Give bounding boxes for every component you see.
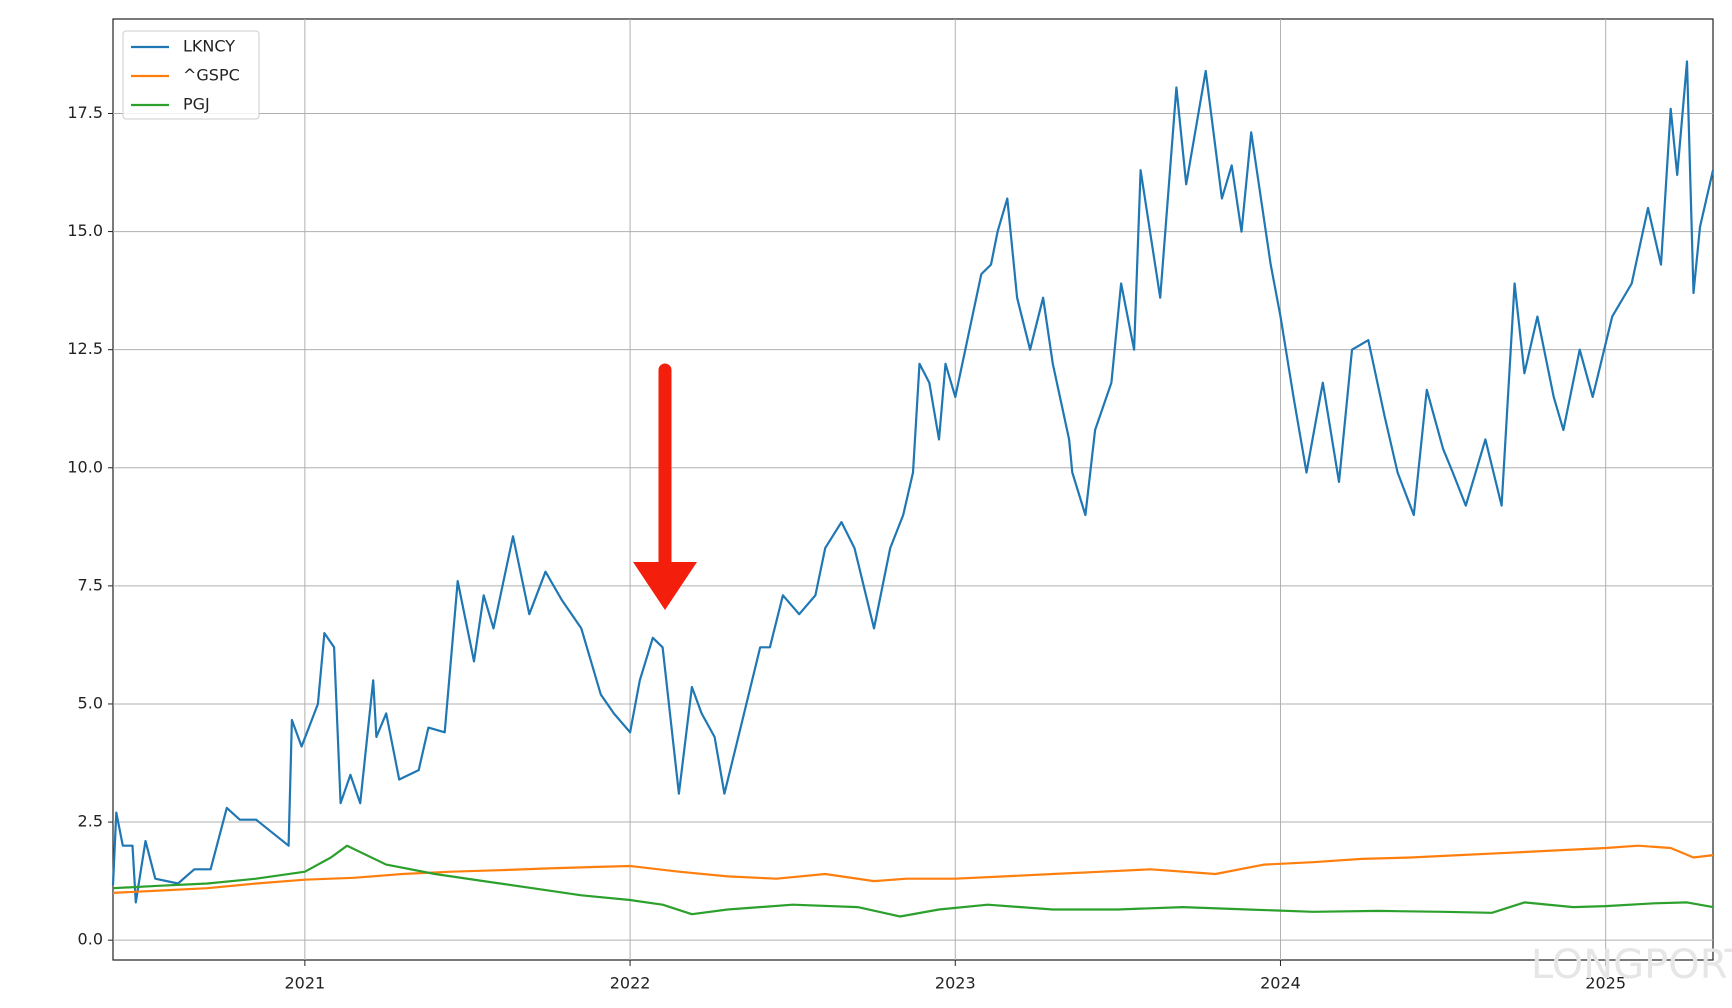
watermark: LONGPORT — [1531, 942, 1732, 988]
annotation-arrow — [633, 363, 697, 610]
series-line — [112, 844, 1714, 894]
legend-label: PGJ — [183, 95, 210, 114]
x-tick-label: 2021 — [285, 974, 326, 993]
legend: LKNCY ^GSPC PGJ — [122, 30, 260, 120]
y-tick-label: 2.5 — [78, 812, 103, 831]
series-line — [111, 60, 1715, 904]
y-tick-label: 12.5 — [67, 339, 103, 358]
y-tick-label: 10.0 — [67, 457, 103, 476]
lines — [111, 60, 1715, 918]
y-tick-label: 7.5 — [78, 575, 103, 594]
legend-label: ^GSPC — [183, 66, 240, 85]
y-tick-label: 15.0 — [67, 221, 103, 240]
y-tick-label: 5.0 — [78, 693, 103, 712]
legend-label: LKNCY — [183, 37, 235, 56]
x-tick-label: 2025 — [1585, 974, 1626, 993]
plot-frame — [112, 18, 1714, 961]
y-tick-label: 17.5 — [67, 103, 103, 122]
x-tick-label: 2024 — [1260, 974, 1301, 993]
x-tick-label: 2023 — [935, 974, 976, 993]
grid: 0.0 2.5 5.0 7.5 10.0 12.5 15.0 17.5 2021 2022 2023… — [67, 19, 1713, 993]
series-line — [112, 844, 1714, 918]
y-tick-label: 0.0 — [78, 930, 103, 949]
x-tick-label: 2022 — [610, 974, 651, 993]
